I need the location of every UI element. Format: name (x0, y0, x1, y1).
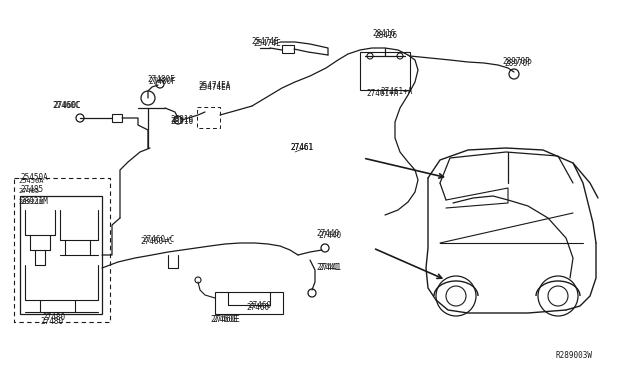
Text: 27441: 27441 (318, 263, 341, 273)
Text: 27461+A: 27461+A (366, 89, 398, 97)
Text: 27460E: 27460E (210, 315, 237, 324)
Text: 28970P: 28970P (504, 58, 532, 67)
Text: 25474EA: 25474EA (198, 81, 230, 90)
Text: 27480F: 27480F (147, 74, 175, 83)
Text: 27460+C: 27460+C (142, 235, 174, 244)
Bar (112, 114, 122, 122)
Text: 27480: 27480 (42, 314, 65, 323)
Text: 27460: 27460 (246, 302, 269, 311)
Text: 27460E: 27460E (212, 315, 240, 324)
Text: 27485: 27485 (18, 188, 39, 194)
Text: 27460+C: 27460+C (140, 237, 172, 246)
Text: 27441: 27441 (316, 263, 339, 273)
Text: 27480F: 27480F (148, 77, 176, 87)
Text: 25474E: 25474E (253, 38, 281, 48)
Text: 27485: 27485 (20, 186, 43, 195)
Text: 28916: 28916 (170, 115, 193, 124)
Text: 27460C: 27460C (52, 102, 80, 110)
Text: 25474EA: 25474EA (198, 83, 230, 93)
Text: 27440: 27440 (316, 230, 339, 238)
Text: 28416: 28416 (372, 29, 395, 38)
Text: 28921M: 28921M (18, 199, 44, 205)
Bar (20, 196, 102, 314)
Text: 27461: 27461 (290, 144, 313, 153)
Text: 28416: 28416 (374, 32, 397, 41)
Text: 27440: 27440 (318, 231, 341, 241)
Text: 25450A: 25450A (18, 178, 44, 184)
Text: 25474E: 25474E (251, 38, 279, 46)
Text: 27460C: 27460C (53, 100, 81, 109)
Text: 28921M: 28921M (20, 198, 48, 206)
Text: 25450A: 25450A (20, 173, 48, 183)
Text: 27461+A: 27461+A (380, 87, 412, 96)
Bar (215, 292, 283, 314)
Text: 28970P: 28970P (502, 58, 530, 67)
Text: 28916: 28916 (170, 116, 193, 125)
Bar (360, 52, 410, 90)
Bar (282, 45, 294, 53)
Text: 27461: 27461 (290, 144, 313, 153)
Text: R289003W: R289003W (556, 352, 593, 360)
Text: 27460: 27460 (248, 301, 271, 311)
Text: 27480: 27480 (40, 317, 63, 327)
